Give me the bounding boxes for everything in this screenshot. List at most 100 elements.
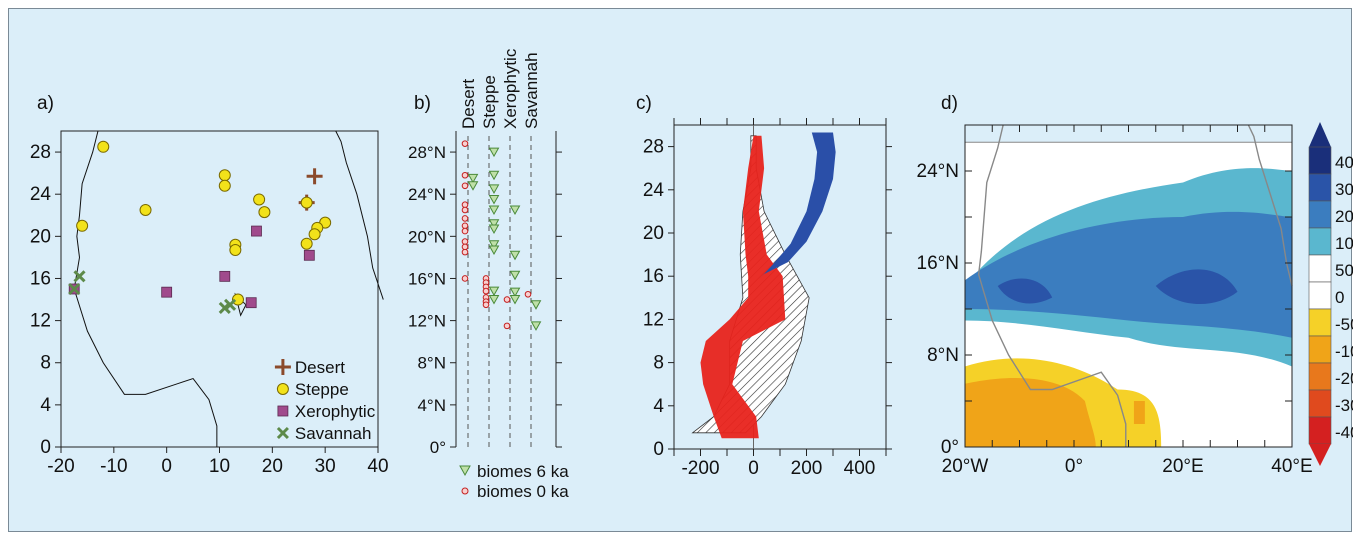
- panel-a-ytick-label: 8: [40, 353, 51, 374]
- panel-d-contour-300a: [997, 278, 1053, 304]
- panel-d-xtick-label: 20°E: [1162, 456, 1203, 477]
- panel-b-point-6ka: [530, 321, 542, 331]
- panel-a-ytick-label: 16: [30, 268, 51, 289]
- panel-b-point-6ka: [488, 194, 500, 205]
- colorbar-swatch: [1308, 389, 1332, 418]
- colorbar-label: -300: [1335, 396, 1353, 415]
- colorbar-label: 400: [1335, 153, 1353, 172]
- panel-c-blue-band: [758, 132, 836, 280]
- panel-b-ytick-label: 28°N: [408, 143, 446, 162]
- colorbar-label: 50: [1335, 261, 1353, 280]
- panel-d-xtick-label: 40°E: [1271, 456, 1312, 477]
- panel-b-point-0ka: [461, 243, 469, 251]
- panel-a-ytick-label: 24: [30, 184, 52, 205]
- panel-b-category-label: Xerophytic: [501, 48, 520, 129]
- panel-b-point-0ka: [461, 227, 469, 235]
- colorbar-swatch: [1308, 335, 1332, 364]
- panel-a-legend-label: Desert: [295, 358, 345, 377]
- panel-c-label: c): [636, 93, 652, 114]
- colorbar-swatch: [1308, 362, 1332, 391]
- panel-a-ytick-label: 4: [40, 395, 51, 416]
- panel-a-ytick-label: 20: [30, 226, 51, 247]
- panel-b-point-6ka: [467, 173, 479, 184]
- panel-a-point-steppe: [300, 196, 313, 209]
- panel-b-ytick-label: 24°N: [408, 185, 446, 204]
- panel-b-point-6ka: [467, 181, 479, 191]
- panel-b-point-6ka: [488, 184, 500, 194]
- panel-a-point-xerophytic: [219, 270, 231, 282]
- panel-b-point-0ka: [461, 215, 469, 222]
- panel-a-point-steppe: [300, 237, 313, 250]
- panel-b-point-6ka: [509, 250, 521, 261]
- colorbar-label: -50: [1335, 315, 1353, 334]
- panel-b-point-0ka: [461, 171, 469, 179]
- panel-b-point-6ka: [488, 170, 500, 181]
- panel-b-legend-marker-6ka: [459, 465, 471, 477]
- panel-a-point-savannah: [73, 270, 86, 283]
- panel-d-xtick-label: 20°W: [942, 456, 989, 477]
- colorbar-label: 0: [1335, 288, 1344, 307]
- panel-a-xtick-label: 20: [262, 456, 283, 477]
- colorbar-swatch: [1308, 173, 1332, 202]
- panel-b-point-0ka: [461, 238, 469, 245]
- panel-b-point-6ka: [488, 286, 500, 297]
- panel-a-legend-marker-steppe: [276, 383, 289, 395]
- colorbar-label: 300: [1335, 180, 1353, 199]
- panel-a-point-steppe: [231, 293, 244, 306]
- panel-b-legend-label-6ka: biomes 6 ka: [477, 462, 569, 481]
- panel-b-point-0ka: [461, 222, 469, 230]
- panel-b-point-6ka: [509, 205, 521, 216]
- colorbar-swatch: [1308, 146, 1332, 175]
- colorbar-label: 100: [1335, 234, 1353, 253]
- panel-a-xtick-label: -10: [100, 456, 127, 477]
- panel-a-point-xerophytic: [161, 286, 173, 298]
- colorbar-label: 200: [1335, 207, 1353, 226]
- panel-b-point-0ka: [461, 201, 469, 209]
- panel-a-point-steppe: [258, 206, 271, 219]
- panel-a-xtick-label: 0: [161, 456, 172, 477]
- panel-a-legend-label: Xerophytic: [295, 402, 376, 421]
- panel-b-point-0ka: [461, 140, 469, 147]
- panel-b-point-0ka: [461, 275, 469, 282]
- panel-c-xtick-label: 200: [791, 458, 823, 479]
- panel-d-ytick-label: 8°N: [927, 345, 959, 366]
- panel-a-point-xerophytic: [245, 297, 257, 309]
- panel-b-point-0ka: [461, 182, 469, 190]
- panel-c-xtick-label: 400: [844, 458, 876, 479]
- panel-a-point-savannah: [224, 298, 237, 311]
- panel-a-legend-marker-savannah: [276, 426, 289, 440]
- panel-b-point-0ka: [461, 248, 469, 256]
- panel-a-label: a): [37, 93, 54, 114]
- panel-a-point-savannah: [68, 282, 81, 296]
- figure-panel: a) -20 -10 0 10 20 30 40 0 4 8 12 16 20 24 28 Desert Step…: [8, 8, 1353, 532]
- panel-b-legend-marker-0ka: [461, 487, 469, 495]
- panel-b-category-label: Steppe: [480, 75, 499, 129]
- panel-a-legend-label: Steppe: [295, 380, 349, 399]
- colorbar-swatch: [1308, 308, 1332, 337]
- panel-b-point-0ka: [503, 296, 511, 303]
- panel-b-label: b): [414, 93, 431, 114]
- panel-b-point-0ka: [461, 206, 469, 214]
- panel-b-point-6ka: [488, 219, 500, 229]
- panel-c-ytick-label: 16: [643, 266, 664, 287]
- panel-d-contour-neg100b: [1133, 401, 1145, 424]
- colorbar-label: -400: [1335, 423, 1353, 442]
- panel-a-xtick-label: 10: [209, 456, 230, 477]
- panel-a-ytick-label: 28: [30, 142, 51, 163]
- panel-a-point-steppe: [76, 219, 89, 232]
- panel-b-ytick-label: 16°N: [408, 269, 446, 288]
- panel-d-coastline: [977, 124, 1127, 447]
- panel-b-point-0ka: [482, 287, 490, 295]
- panel-a-point-xerophytic: [303, 249, 315, 261]
- colorbar-swatch: [1308, 416, 1332, 445]
- colorbar-swatch: [1308, 227, 1332, 256]
- panel-a-frame: [60, 130, 379, 448]
- colorbar-bottom-arrow: [1309, 444, 1331, 466]
- panel-a-point-steppe: [218, 179, 231, 192]
- panel-a-coastline: [73, 130, 218, 447]
- panel-b-ytick-label: 12°N: [408, 312, 446, 331]
- chart-canvas: a)-20 -10 0 10 20 30 400481216202428DesertStep…: [30, 48, 1353, 501]
- panel-b-point-0ka: [524, 290, 532, 298]
- panel-a-xtick-label: 40: [367, 456, 388, 477]
- panel-a-point-steppe: [308, 228, 321, 241]
